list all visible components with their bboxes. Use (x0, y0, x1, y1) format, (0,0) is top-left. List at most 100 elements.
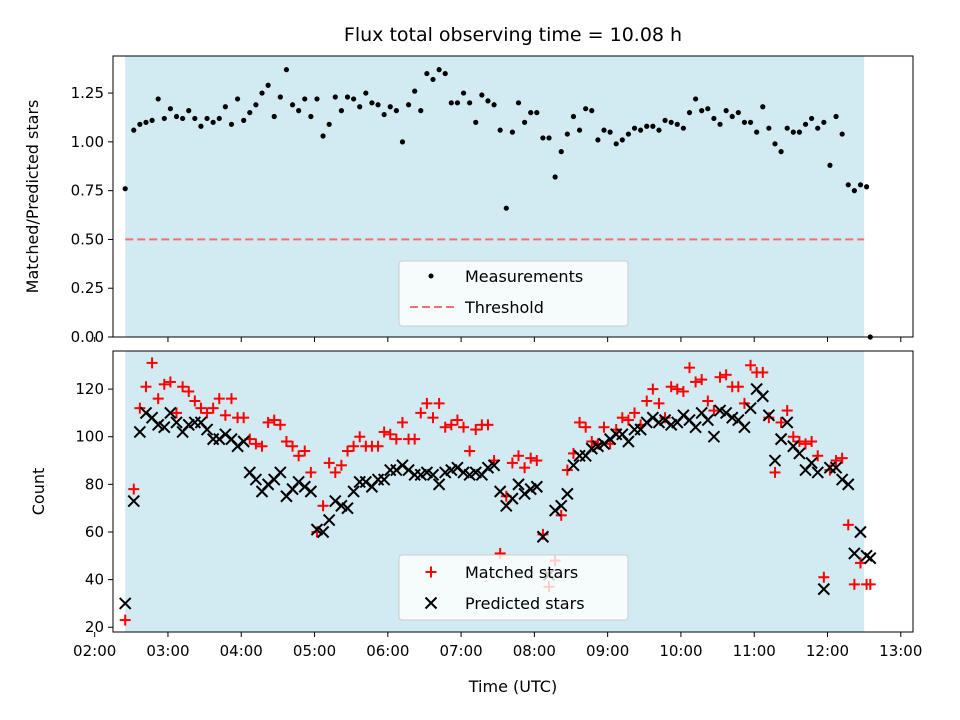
predicted-star-point (744, 401, 757, 415)
matched-star-point (439, 421, 451, 433)
matched-star-point (323, 457, 335, 469)
predicted-star-point (170, 416, 183, 429)
predicted-star-point (701, 413, 715, 427)
predicted-star-point (506, 492, 519, 505)
measurement-point (442, 70, 448, 77)
matched-star-point (372, 440, 384, 452)
matched-star-point (745, 359, 757, 371)
matched-star-point (256, 440, 268, 452)
matched-star-point (714, 371, 726, 383)
bottom-panel: 20 40 60 80 100 120 02:00 03:00 04:00 05:00 06:00… (29, 350, 922, 696)
measurement-point (167, 106, 174, 112)
measurement-point (680, 125, 686, 131)
x-tick-label: 06:00 (366, 642, 409, 660)
measurement-point (228, 121, 235, 127)
matched-star-point (384, 428, 396, 440)
legend-predicted-label: Predicted stars (465, 594, 585, 613)
measurement-point (619, 137, 625, 143)
measurement-point (308, 113, 314, 120)
matched-star-point (317, 500, 329, 512)
measurement-point (863, 184, 870, 190)
matched-star-point (250, 438, 262, 450)
predicted-star-point (536, 530, 550, 543)
measurement-point (747, 119, 754, 125)
measurement-point (241, 117, 247, 123)
matched-star-point (629, 407, 641, 419)
measurement-point (332, 94, 338, 100)
legend-threshold-label: Threshold (464, 298, 544, 317)
measurement-point (320, 133, 326, 139)
measurement-point (827, 162, 833, 168)
matched-star-point (757, 366, 769, 378)
bottom-y-tick-label: 100 (75, 428, 104, 446)
predicted-star-point (316, 525, 330, 539)
measurement-point (161, 115, 167, 122)
matched-star-point (433, 397, 445, 409)
matched-star-point (647, 383, 659, 395)
measurement-point (180, 115, 186, 122)
legend-predicted-glyph (424, 596, 438, 610)
measurement-point (851, 188, 857, 194)
measurement-point (723, 108, 729, 114)
bottom-y-tick-label: 40 (85, 571, 104, 589)
matched-star-point (671, 383, 683, 395)
measurement-point (357, 104, 363, 110)
measurement-point (216, 115, 222, 122)
measurement-point (583, 106, 589, 112)
predicted-star-point (127, 494, 140, 508)
measurement-point (802, 121, 809, 127)
measurement-point (375, 102, 381, 108)
measurement-point (393, 108, 399, 114)
bottom-y-tick-label: 80 (85, 475, 104, 493)
predicted-star-point (805, 456, 818, 470)
measurement-point (509, 129, 515, 135)
matched-star-point (378, 426, 390, 438)
measurement-point (595, 137, 601, 143)
matched-star-point (140, 381, 152, 393)
bottom-legend: Matched stars Predicted stars (398, 554, 629, 621)
measurement-point (601, 127, 607, 133)
measurement-point (479, 92, 485, 98)
measurement-point (589, 108, 595, 114)
matched-star-point (299, 445, 311, 457)
measurement-point (735, 109, 741, 116)
bottom-axes-frame (112, 350, 914, 633)
matched-star-point (287, 440, 299, 452)
measurement-point (857, 182, 864, 188)
matched-star-point (213, 393, 225, 405)
measurement-point (528, 109, 534, 116)
predicted-star-point (848, 547, 861, 560)
matched-star-point (665, 381, 677, 393)
measurement-point (302, 96, 308, 102)
matched-star-point (580, 421, 592, 433)
matched-star-point (775, 416, 787, 428)
measurement-point (210, 119, 216, 125)
measurement-point (515, 100, 522, 106)
predicted-star-point (237, 435, 250, 448)
measurement-point (839, 131, 845, 137)
predicted-star-point (304, 485, 318, 498)
measurement-point (399, 139, 406, 145)
measurement-point (815, 125, 821, 131)
predicted-star-point (377, 473, 391, 486)
matched-star-point (201, 407, 213, 419)
matched-star-point (189, 395, 201, 407)
measurement-point (412, 88, 418, 94)
matched-star-point (335, 459, 347, 471)
bottom-y-tick-label: 20 (85, 618, 104, 636)
bottom-y-tick-label: 60 (85, 523, 104, 541)
x-tick-label: 13:00 (879, 642, 922, 660)
top-y-tick-label: 0.50 (71, 230, 104, 248)
top-y-tick-label: 1.00 (71, 133, 104, 151)
legend-matched-label: Matched stars (465, 563, 578, 582)
x-tick-label: 07:00 (439, 642, 482, 660)
measurement-point (344, 94, 351, 100)
measurement-point (405, 102, 412, 108)
top-legend-box (398, 260, 629, 327)
legend-matched-glyph (425, 566, 437, 578)
x-tick-label: 09:00 (586, 642, 629, 660)
measurement-point (625, 131, 632, 137)
matched-star-point (164, 376, 176, 388)
predicted-star-point (341, 501, 354, 515)
